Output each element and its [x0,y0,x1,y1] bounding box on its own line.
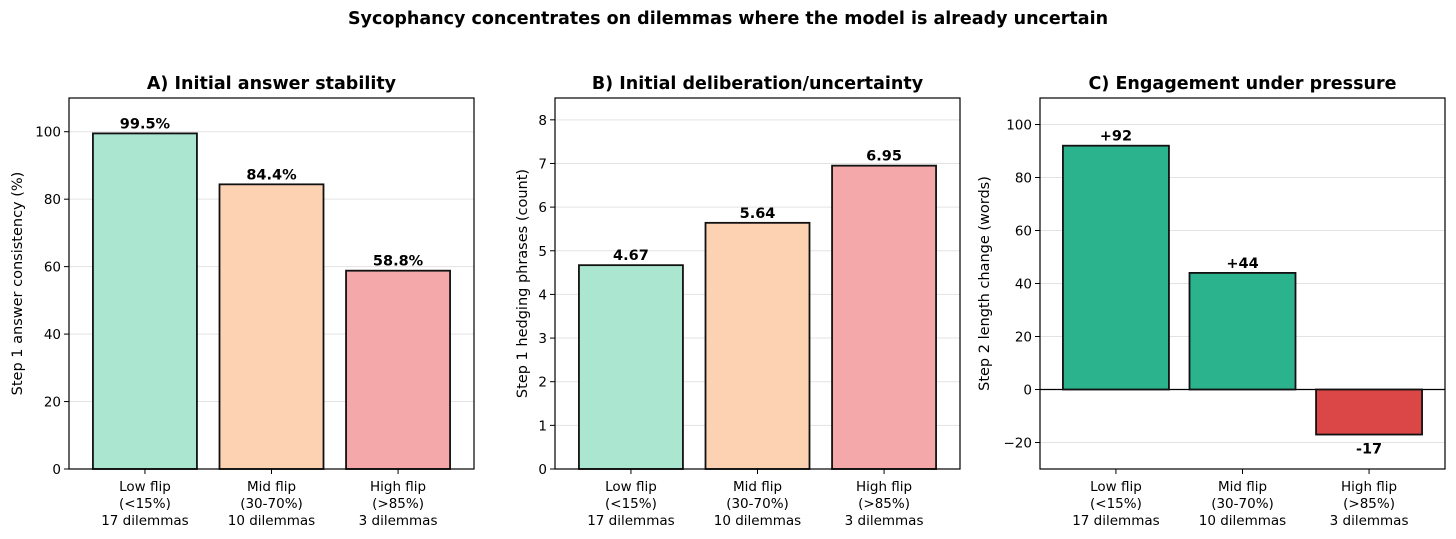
y-tick-label: 100 [1006,118,1032,134]
y-tick-label: 2 [538,375,547,391]
y-tick-label: 7 [538,156,547,172]
plot-frame [554,97,961,470]
x-tick-label: Mid flip (30-70%) 10 dilemmas [1199,479,1286,529]
y-axis-label: Step 1 hedging phrases (count) [515,169,531,398]
y-axis-label: Step 2 length change (words) [977,176,993,391]
bar-value-label: -17 [1356,442,1382,458]
bar-value-label: 58.8% [373,254,424,270]
y-tick-label: 8 [538,113,547,129]
y-tick-label: 80 [1015,171,1032,187]
y-tick-label: 20 [1015,330,1032,346]
y-tick-label: 4 [538,287,547,303]
x-tick-label: High flip (>85%) 3 dilemmas [359,479,438,529]
bar-value-label: 4.67 [613,248,649,264]
bar [92,132,198,470]
plot-frame [1039,97,1446,470]
y-tick-label: −20 [1004,436,1033,452]
bar-value-label: 84.4% [246,167,297,183]
y-tick-label: 40 [44,327,61,343]
y-tick-label: 80 [44,192,61,208]
bar-value-label: 5.64 [740,206,776,222]
x-tick-label: High flip (>85%) 3 dilemmas [845,479,924,529]
bar [1062,144,1170,391]
chart-title: B) Initial deliberation/uncertainty [592,74,924,94]
y-tick-label: 1 [538,418,547,434]
x-tick-label: Low flip (<15%) 17 dilemmas [101,479,188,529]
bar [345,269,451,470]
y-tick-label: 60 [44,260,61,276]
y-tick-label: 5 [538,244,547,260]
plot-frame [68,97,475,470]
y-tick-label: 0 [1023,383,1032,399]
bar-value-label: 99.5% [120,116,171,132]
bar [1315,388,1423,436]
x-tick-label: High flip (>85%) 3 dilemmas [1330,479,1409,529]
x-tick-label: Low flip (<15%) 17 dilemmas [1072,479,1159,529]
bar-value-label: 6.95 [866,149,902,165]
y-tick-label: 40 [1015,277,1032,293]
bar [578,264,684,470]
y-tick-label: 6 [538,200,547,216]
x-tick-label: Low flip (<15%) 17 dilemmas [587,479,674,529]
chart-panel-1: 0 20 40 60 80 100 99.5% 84.4% 58.8% Low flip (<15%… [10,74,475,529]
y-tick-label: 0 [538,462,547,478]
bar-value-label: +92 [1100,129,1132,145]
x-tick-label: Mid flip (30-70%) 10 dilemmas [228,479,315,529]
figure-title: Sycophancy concentrates on dilemmas wher… [348,9,1108,29]
y-axis-label: Step 1 answer consistency (%) [10,172,26,396]
chart-panel-3: −20 0 20 40 60 80 100 +92 +44 -17 Low flip (<15%) 17… [977,74,1446,529]
bar [704,221,811,470]
bar-value-label: +44 [1226,256,1258,272]
y-tick-label: 0 [52,462,61,478]
x-tick-label: Mid flip (30-70%) 10 dilemmas [714,479,801,529]
y-tick-label: 100 [35,125,61,141]
y-tick-label: 60 [1015,224,1032,240]
chart-title: C) Engagement under pressure [1089,74,1397,94]
bar [1188,271,1297,391]
bar [831,164,937,470]
bar [218,183,325,470]
chart-panel-2: 0 1 2 3 4 5 6 7 8 4.67 5.64 6.95 Low flip (<15%) 17 di… [515,74,961,529]
y-tick-label: 3 [538,331,547,347]
y-tick-label: 20 [44,395,61,411]
chart-title: A) Initial answer stability [147,74,397,94]
